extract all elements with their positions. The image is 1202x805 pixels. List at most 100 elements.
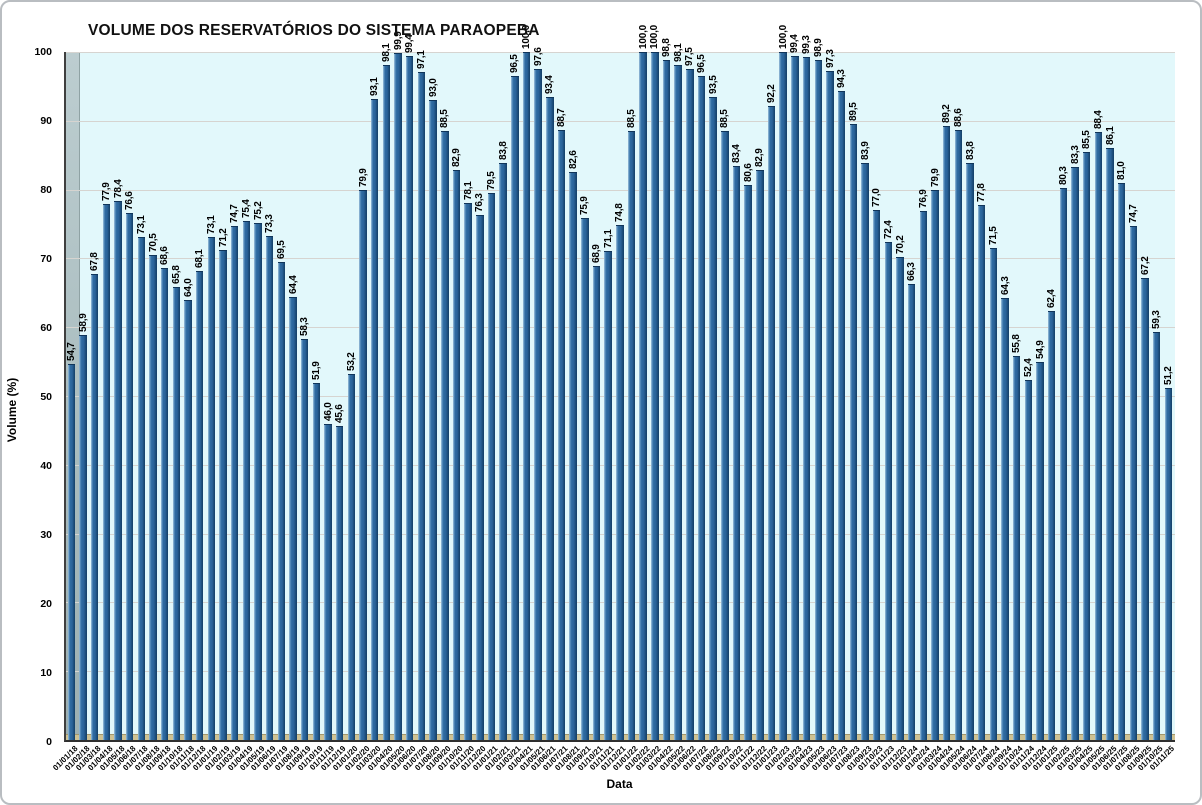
bar-value-label: 97,6 xyxy=(532,46,544,66)
bar-slot: 88,5 01/01/22 xyxy=(611,52,639,772)
bar-value-label: 100,0 xyxy=(637,24,649,49)
bar xyxy=(464,202,472,740)
bar-value-label: 98,1 xyxy=(672,43,684,63)
bar xyxy=(137,237,146,740)
bar-value-label: 78,4 xyxy=(112,178,124,198)
bar xyxy=(277,261,286,740)
bar xyxy=(662,60,671,740)
bar-value-label: 77,9 xyxy=(100,182,112,202)
bar-slot: 51,2 01/11/25 xyxy=(1148,52,1176,772)
bar-slot: 98,1 01/05/22 xyxy=(658,43,686,772)
bar-value-label: 82,9 xyxy=(754,147,766,167)
bar xyxy=(709,96,717,740)
bar xyxy=(767,105,776,740)
bar-value-label: 99,3 xyxy=(801,35,813,54)
y-tick-label: 50 xyxy=(40,391,52,403)
bar-slot: 58,3 01/09/19 xyxy=(284,52,312,772)
bar-value-label: 98,1 xyxy=(380,43,392,63)
bar-value-label: 80,3 xyxy=(1057,165,1069,185)
bar-slot: 81,0 01/07/25 xyxy=(1101,52,1129,772)
bar xyxy=(546,97,554,740)
bar-value-label: 93,4 xyxy=(544,75,556,95)
bar xyxy=(592,265,601,740)
bar-slot: 83,4 01/10/22 xyxy=(716,52,744,773)
bar-value-label: 88,5 xyxy=(626,109,638,129)
bar-value-label: 93,1 xyxy=(369,77,381,97)
bar-slot: 88,7 01/07/21 xyxy=(541,52,569,772)
bar xyxy=(289,296,297,740)
bar xyxy=(849,124,858,740)
bar-slot: 59,3 01/10/25 xyxy=(1136,52,1164,772)
bar-value-label: 83,3 xyxy=(1069,145,1081,164)
bar xyxy=(884,241,893,740)
bar xyxy=(522,52,531,740)
bar-value-label: 70,5 xyxy=(147,233,159,252)
bar xyxy=(674,65,682,740)
bar xyxy=(977,204,986,740)
bar-slot: 45,6 01/12/19 xyxy=(319,52,347,773)
bar-value-label: 100,0 xyxy=(777,24,789,49)
bar xyxy=(931,190,939,740)
bar-slot: 93,4 01/06/21 xyxy=(530,52,558,773)
bar-value-label: 68,1 xyxy=(194,249,206,269)
bar-slot: 100,0 01/03/22 xyxy=(635,25,663,772)
chart-title: VOLUME DOS RESERVATÓRIOS DO SISTEMA PARA… xyxy=(88,22,540,39)
bar xyxy=(919,210,928,740)
bar-value-label: 74,8 xyxy=(614,203,626,223)
bar xyxy=(1001,297,1009,740)
bar xyxy=(534,68,542,740)
y-tick-label: 40 xyxy=(40,460,52,472)
bar-value-label: 73,1 xyxy=(135,215,147,235)
bar-slot: 100,0 01/02/22 xyxy=(623,25,651,772)
bar xyxy=(125,213,134,740)
bar xyxy=(1117,182,1126,740)
bar-value-label: 69,5 xyxy=(275,240,287,259)
bar-value-label: 88,5 xyxy=(719,109,731,129)
bar xyxy=(511,76,519,740)
bar xyxy=(184,299,192,740)
bar-slot: 58,9 01/02/18 xyxy=(63,52,91,772)
bar-value-label: 79,5 xyxy=(486,171,498,191)
bar-slot: 96,5 01/03/21 xyxy=(495,52,523,772)
bar xyxy=(149,254,157,740)
bar-slot: 98,1 01/04/20 xyxy=(366,43,394,772)
bar-value-label: 64,0 xyxy=(182,278,194,297)
bar-value-label: 98,9 xyxy=(812,37,824,57)
bar-value-label: 97,3 xyxy=(824,48,836,68)
bar xyxy=(1141,277,1149,740)
bar-slot: 80,6 01/11/22 xyxy=(728,52,756,772)
bar xyxy=(651,52,659,740)
bar xyxy=(814,59,822,740)
bar xyxy=(861,162,869,740)
bar-value-label: 71,1 xyxy=(602,229,614,248)
bar-value-label: 66,3 xyxy=(906,262,918,281)
bar xyxy=(359,190,367,740)
bar xyxy=(1129,226,1138,740)
bar-value-label: 68,9 xyxy=(591,244,603,263)
bar xyxy=(627,131,636,740)
bar-slot: 100,0 01/02/23 xyxy=(763,25,791,772)
bar-slot: 74,7 01/03/19 xyxy=(214,52,242,772)
bar-slot: 82,9 01/10/20 xyxy=(436,52,464,772)
bar-value-label: 46,0 xyxy=(322,401,334,421)
bar-value-label: 93,0 xyxy=(427,78,439,98)
bar xyxy=(382,65,391,740)
bar-series: 54,7 01/01/18 58,9 01/02/18 67,8 01/03/18 77,9… xyxy=(51,25,1177,773)
bar-value-label: 99,4 xyxy=(789,34,801,54)
plot-area: 54,7 01/01/18 58,9 01/02/18 67,8 01/03/18 77,9… xyxy=(51,25,1177,773)
bar-slot: 65,8 01/10/18 xyxy=(156,52,184,773)
bar-value-label: 88,4 xyxy=(1092,110,1104,129)
bar-value-label: 76,9 xyxy=(917,189,929,208)
bar-value-label: 88,7 xyxy=(556,108,568,127)
bar-slot: 69,5 01/07/19 xyxy=(261,52,289,772)
bar-slot: 79,9 01/02/20 xyxy=(343,52,371,773)
y-tick-label: 100 xyxy=(34,46,52,58)
bar-slot: 71,1 01/11/21 xyxy=(588,52,616,772)
bar-value-label: 67,2 xyxy=(1139,256,1151,275)
bar-value-label: 97,1 xyxy=(415,50,427,69)
bar-value-label: 51,9 xyxy=(310,361,322,380)
bar-value-label: 58,3 xyxy=(299,317,311,336)
bar-value-label: 97,5 xyxy=(684,47,696,67)
bar-slot: 75,2 01/05/19 xyxy=(238,52,266,772)
bar xyxy=(417,71,426,740)
